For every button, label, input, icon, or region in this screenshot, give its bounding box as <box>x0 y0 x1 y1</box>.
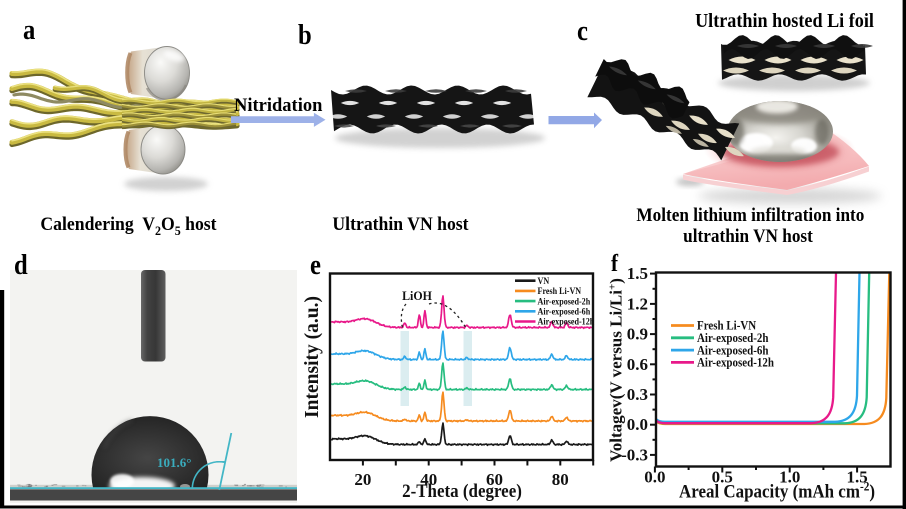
svg-text:2-Theta (degree): 2-Theta (degree) <box>402 480 522 502</box>
svg-text:Air-exposed-6h: Air-exposed-6h <box>697 344 769 358</box>
svg-text:0.9: 0.9 <box>627 325 648 344</box>
svg-text:Areal Capacity (mAh cm-2): Areal Capacity (mAh cm-2) <box>679 479 875 503</box>
svg-text:Air-exposed-2h: Air-exposed-2h <box>697 331 769 345</box>
svg-text:LiOH: LiOH <box>402 289 432 303</box>
svg-text:Air-exposed-2h: Air-exposed-2h <box>538 296 591 307</box>
svg-text:Intensity (a.u.): Intensity (a.u.) <box>302 296 323 418</box>
svg-text:Air-exposed-12h: Air-exposed-12h <box>538 316 595 327</box>
svg-text:Voltagev(V versus Li/Li+): Voltagev(V versus Li/Li+) <box>607 278 626 462</box>
svg-text:20: 20 <box>354 470 371 489</box>
svg-text:VN: VN <box>538 275 550 286</box>
svg-text:80: 80 <box>552 470 569 489</box>
svg-text:40: 40 <box>420 470 437 489</box>
svg-text:0.0: 0.0 <box>627 415 648 434</box>
svg-text:60: 60 <box>486 470 503 489</box>
svg-text:Fresh Li-VN: Fresh Li-VN <box>697 319 757 333</box>
svg-text:Air-exposed-12h: Air-exposed-12h <box>697 356 774 370</box>
svg-text:Fresh Li-VN: Fresh Li-VN <box>538 286 582 297</box>
svg-text:0.5: 0.5 <box>712 468 733 487</box>
svg-text:0.3: 0.3 <box>627 385 648 404</box>
svg-text:1.5: 1.5 <box>627 264 648 283</box>
svg-text:0.6: 0.6 <box>627 355 648 374</box>
svg-text:0.0: 0.0 <box>644 468 665 487</box>
svg-text:101.6°: 101.6° <box>157 455 191 470</box>
svg-text:1.5: 1.5 <box>846 468 867 487</box>
svg-text:Air-exposed-6h: Air-exposed-6h <box>538 306 591 317</box>
svg-text:1.0: 1.0 <box>779 468 800 487</box>
svg-text:-0.3: -0.3 <box>621 445 648 464</box>
svg-text:1.2: 1.2 <box>627 294 648 313</box>
